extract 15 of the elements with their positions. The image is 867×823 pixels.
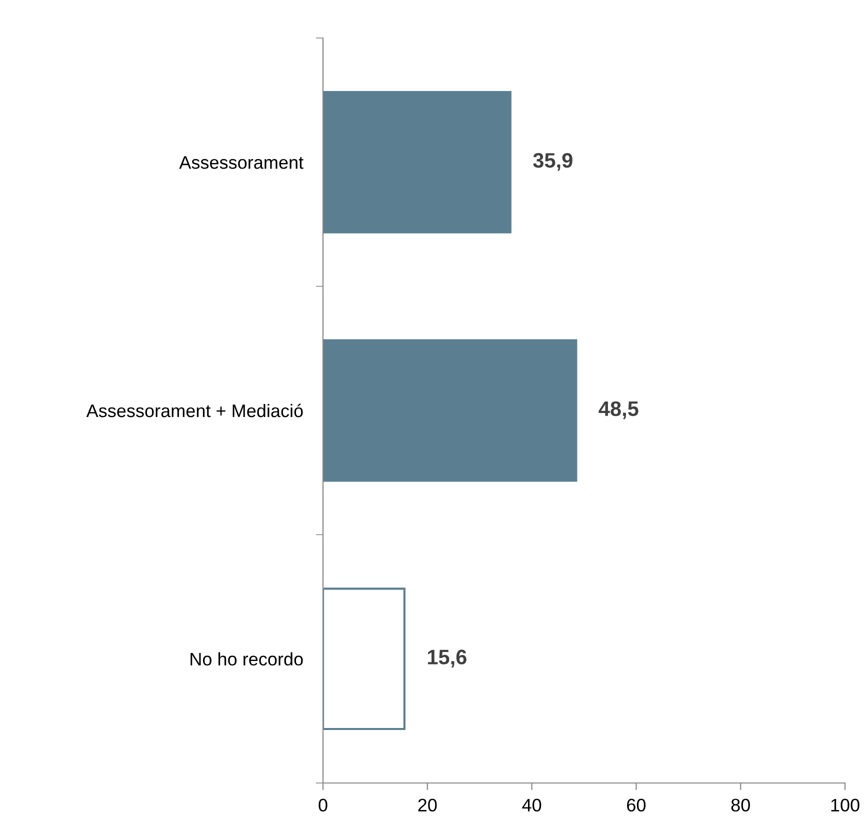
x-tick-label: 0 [318,798,328,812]
bar [323,339,578,482]
x-tick-label: 60 [627,798,646,812]
y-tick-label: Assessorament + Mediació [86,404,303,418]
x-tick-label: 80 [731,798,750,812]
data-label: 35,9 [533,153,572,171]
bar [323,90,512,234]
x-tick-label: 20 [418,798,437,812]
data-label: 48,5 [598,401,638,420]
y-tick-label: Assessorament [179,156,304,169]
x-tick-label: 40 [522,798,542,812]
data-label: 15,6 [428,650,466,668]
y-tick-label: No ho recordo [190,652,303,666]
x-tick-label: 100 [831,798,860,812]
bar [323,588,406,730]
